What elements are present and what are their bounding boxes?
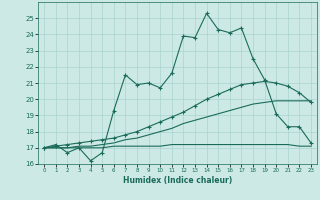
X-axis label: Humidex (Indice chaleur): Humidex (Indice chaleur) [123, 176, 232, 185]
